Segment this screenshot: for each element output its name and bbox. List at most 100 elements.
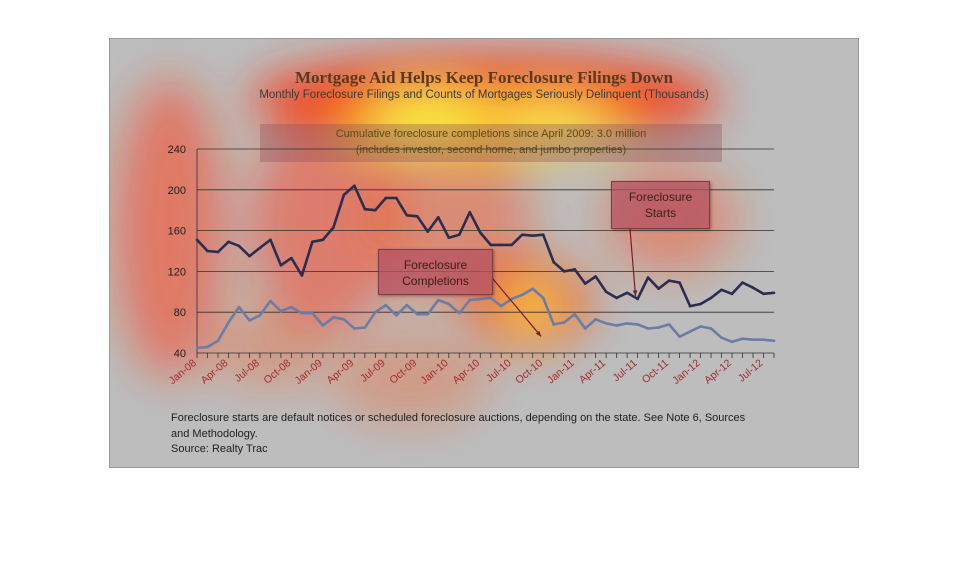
- series-completions-point: [510, 297, 514, 301]
- series-starts-point: [290, 256, 293, 260]
- series-starts-point: [363, 207, 367, 211]
- series-starts-point: [699, 302, 702, 306]
- series-starts-point: [332, 226, 335, 229]
- series-starts-point: [531, 234, 535, 237]
- series-starts-point: [384, 196, 388, 200]
- series-starts-point: [541, 233, 545, 236]
- arrow-starts-head: [632, 290, 638, 296]
- footnote-line-1: Foreclosure starts are default notices o…: [171, 412, 746, 424]
- attention-heatmap-overlay: [115, 55, 735, 424]
- series-starts-point: [248, 254, 251, 258]
- series-starts-point: [269, 238, 272, 242]
- series-starts-point: [279, 263, 283, 267]
- series-completions-point: [300, 311, 304, 315]
- x-axis-tick-labels: Jan-08 Apr-08 Jul-08 Oct-08 Jan-09 Apr-09 Jul-…: [167, 357, 766, 387]
- chart-panel: Mortgage Aid Helps Keep Foreclosure Fili…: [109, 38, 859, 468]
- series-starts-point: [678, 281, 681, 284]
- series-completions-point: [426, 312, 430, 316]
- series-completions-point: [541, 296, 545, 300]
- series-starts-point: [436, 216, 440, 219]
- arrow-completions-head: [535, 330, 542, 337]
- series-starts-point: [395, 196, 398, 200]
- series-completions-point: [342, 318, 346, 321]
- series-completions-point: [573, 312, 576, 316]
- footnote-line-2: and Methodology.: [171, 427, 258, 440]
- y-tick-label: 120: [168, 266, 186, 278]
- series-completions-point: [436, 298, 440, 302]
- series-completions-line: [196, 287, 775, 350]
- series-completions-point: [332, 316, 335, 319]
- series-completions-point: [520, 293, 524, 297]
- x-tick-label: Jan-09: [293, 357, 325, 387]
- series-completions-point: [374, 310, 377, 314]
- series-starts-point: [625, 291, 629, 295]
- footnote-source: Source: Realty Trac: [171, 443, 268, 455]
- series-starts-point: [646, 276, 650, 279]
- chart-title: Mortgage Aid Helps Keep Foreclosure Fili…: [294, 68, 674, 87]
- series-starts-point: [300, 274, 304, 277]
- series-completions-point: [730, 340, 734, 344]
- footnote: Foreclosure starts are default notices o…: [171, 411, 801, 458]
- annotation-line-1: Cumulative foreclosure completions since…: [335, 128, 647, 140]
- series-completions-point: [583, 327, 587, 330]
- series-starts-line: [196, 184, 775, 308]
- series-completions-point: [562, 321, 566, 324]
- series-completions-point: [762, 338, 765, 342]
- series-completions-point: [688, 330, 692, 333]
- series-starts-point: [762, 292, 765, 296]
- series-starts-point: [552, 260, 555, 264]
- x-tick-label: Jan-10: [418, 357, 450, 387]
- series-completions-point: [531, 287, 535, 291]
- series-completions-point: [216, 339, 220, 343]
- series-completions-point: [751, 338, 755, 342]
- series-completions-point: [552, 323, 555, 326]
- x-tick-label: Jul-12: [736, 357, 766, 385]
- series-completions-point: [237, 305, 241, 309]
- series-completions-point: [363, 326, 367, 329]
- series-completions-point: [311, 311, 314, 315]
- x-tick-label: Apr-10: [450, 357, 482, 387]
- series-starts-point: [730, 292, 734, 296]
- series-completions-point: [384, 303, 388, 307]
- series-starts-point: [311, 240, 314, 244]
- series-starts-point: [457, 233, 461, 236]
- y-axis-tick-labels: 40 80 120 160 200 240: [168, 144, 186, 360]
- x-tick-label: Apr-09: [324, 357, 356, 387]
- series-starts-point: [206, 249, 209, 253]
- series-starts-point: [499, 243, 503, 247]
- series-completions-point: [709, 327, 713, 330]
- x-tick-label: Jul-08: [232, 357, 262, 385]
- series-completions-point: [489, 296, 493, 300]
- series-lines: [195, 184, 776, 350]
- x-tick-label: Jan-08: [167, 357, 199, 387]
- series-starts-point: [615, 296, 618, 300]
- arrow-starts: [629, 228, 637, 296]
- series-completions-point: [772, 339, 776, 343]
- x-tick-label: Apr-11: [577, 357, 608, 386]
- series-starts-point: [478, 231, 482, 234]
- x-tick-label: Oct-10: [513, 357, 545, 387]
- series-starts-point: [510, 243, 514, 247]
- series-completions-point: [321, 324, 325, 327]
- series-completions-point: [720, 336, 723, 340]
- series-completions-point: [646, 327, 650, 330]
- series-starts-point: [594, 275, 597, 278]
- x-tick-label: Oct-08: [261, 357, 293, 387]
- series-starts-point: [657, 287, 660, 291]
- series-completions-point: [741, 337, 744, 341]
- series-completions-point: [248, 319, 251, 322]
- series-completions-point: [269, 299, 272, 303]
- series-starts-point: [688, 304, 692, 308]
- series-completions-point: [657, 326, 660, 329]
- y-tick-label: 160: [168, 226, 186, 238]
- series-completions-point: [416, 312, 419, 316]
- series-completions-point: [478, 297, 482, 301]
- series-completions-point: [667, 323, 671, 326]
- y-tick-label: 200: [168, 185, 186, 197]
- series-starts-point: [772, 291, 776, 295]
- series-starts-point: [636, 297, 639, 301]
- series-completions-point: [279, 309, 283, 313]
- series-starts-point: [227, 240, 230, 244]
- x-tick-label: Oct-11: [640, 357, 671, 386]
